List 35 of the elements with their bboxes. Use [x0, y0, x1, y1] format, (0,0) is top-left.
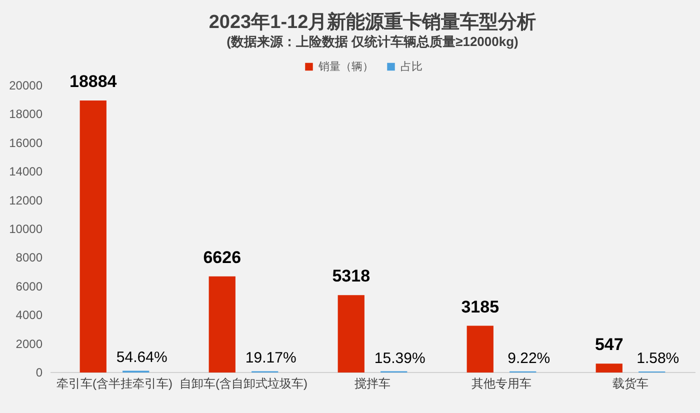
bar	[208, 276, 236, 372]
y-tick-label: 10000	[9, 222, 43, 236]
data-label: 19.17%	[245, 350, 296, 367]
x-tick-label: 牵引车(含半挂牵引车)	[56, 376, 172, 390]
x-tick-label: 载货车	[612, 376, 648, 390]
data-label: 547	[594, 335, 624, 354]
x-tick-label: 自卸车(含自卸式垃圾车)	[180, 376, 308, 390]
y-tick-label: 6000	[16, 279, 43, 294]
data-label: 15.39%	[374, 350, 426, 367]
y-tick-label: 14000	[9, 164, 43, 179]
data-label: 5318	[332, 266, 370, 286]
x-tick-label: 其他专用车	[472, 376, 532, 390]
data-label: 54.64%	[116, 349, 168, 366]
data-label: 9.22%	[508, 350, 550, 367]
bar	[596, 364, 622, 372]
y-tick-label: 18000	[9, 107, 43, 122]
y-tick-label: 2000	[16, 336, 43, 351]
bar	[338, 295, 364, 372]
y-tick-label: 0	[36, 366, 43, 380]
chart-title: 2023年1-12月新能源重卡销量车型分析	[208, 11, 536, 33]
bar	[466, 326, 494, 372]
y-tick-label: 4000	[16, 308, 43, 322]
data-label: 3185	[461, 297, 500, 316]
x-tick-label: 搅拌车	[354, 376, 390, 390]
chart-subtitle: (数据来源：上险数据 仅统计车辆总质量≥12000kg)	[226, 34, 518, 49]
y-tick-label: 12000	[9, 193, 43, 208]
data-label: 6626	[203, 248, 242, 267]
bar	[80, 100, 106, 372]
data-label: 18884	[69, 72, 118, 92]
legend-label: 销量（辆）	[318, 60, 374, 73]
legend-label: 占比	[400, 60, 422, 73]
y-tick-label: 20000	[9, 78, 43, 92]
data-label: 1.58%	[636, 350, 680, 367]
y-tick-label: 16000	[9, 136, 43, 150]
y-tick-label: 8000	[16, 250, 43, 265]
